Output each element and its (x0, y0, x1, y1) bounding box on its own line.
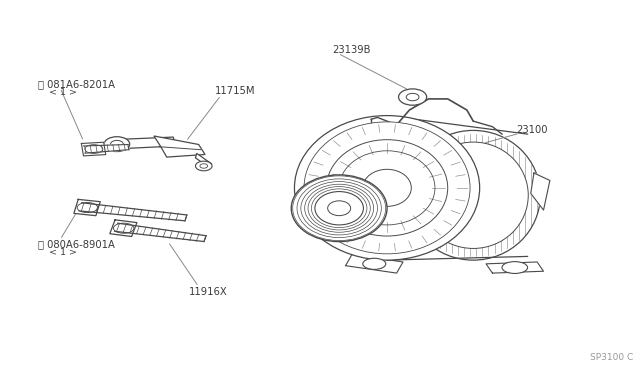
Polygon shape (79, 203, 187, 221)
Ellipse shape (363, 258, 386, 269)
Polygon shape (110, 220, 137, 237)
Polygon shape (81, 142, 106, 156)
Polygon shape (195, 153, 211, 168)
Text: < 1 >: < 1 > (49, 88, 77, 97)
Text: SP3100 C: SP3100 C (589, 353, 633, 362)
Polygon shape (154, 136, 205, 157)
Ellipse shape (291, 175, 387, 241)
Polygon shape (531, 173, 550, 210)
Polygon shape (115, 223, 206, 241)
Ellipse shape (304, 122, 470, 254)
Text: 11715M: 11715M (214, 87, 255, 96)
Polygon shape (74, 199, 100, 216)
Ellipse shape (104, 137, 130, 151)
Ellipse shape (195, 161, 212, 171)
Text: Ⓑ 081A6-8201A: Ⓑ 081A6-8201A (38, 79, 115, 89)
Ellipse shape (328, 201, 351, 216)
Text: 23100: 23100 (516, 125, 548, 135)
Ellipse shape (77, 202, 97, 213)
Ellipse shape (502, 262, 527, 273)
Ellipse shape (294, 116, 479, 260)
Ellipse shape (339, 151, 435, 225)
Text: 11916X: 11916X (189, 286, 228, 296)
Ellipse shape (419, 142, 528, 248)
Ellipse shape (406, 131, 540, 260)
Text: 23139B: 23139B (332, 45, 371, 55)
Text: Ⓑ 080A6-8901A: Ⓑ 080A6-8901A (38, 239, 115, 249)
Text: < 1 >: < 1 > (49, 248, 77, 257)
Polygon shape (84, 144, 129, 153)
Ellipse shape (113, 223, 134, 233)
Polygon shape (113, 137, 176, 149)
Ellipse shape (363, 169, 412, 206)
Ellipse shape (315, 192, 364, 225)
Ellipse shape (326, 140, 448, 236)
Ellipse shape (85, 145, 103, 153)
Ellipse shape (399, 89, 427, 105)
